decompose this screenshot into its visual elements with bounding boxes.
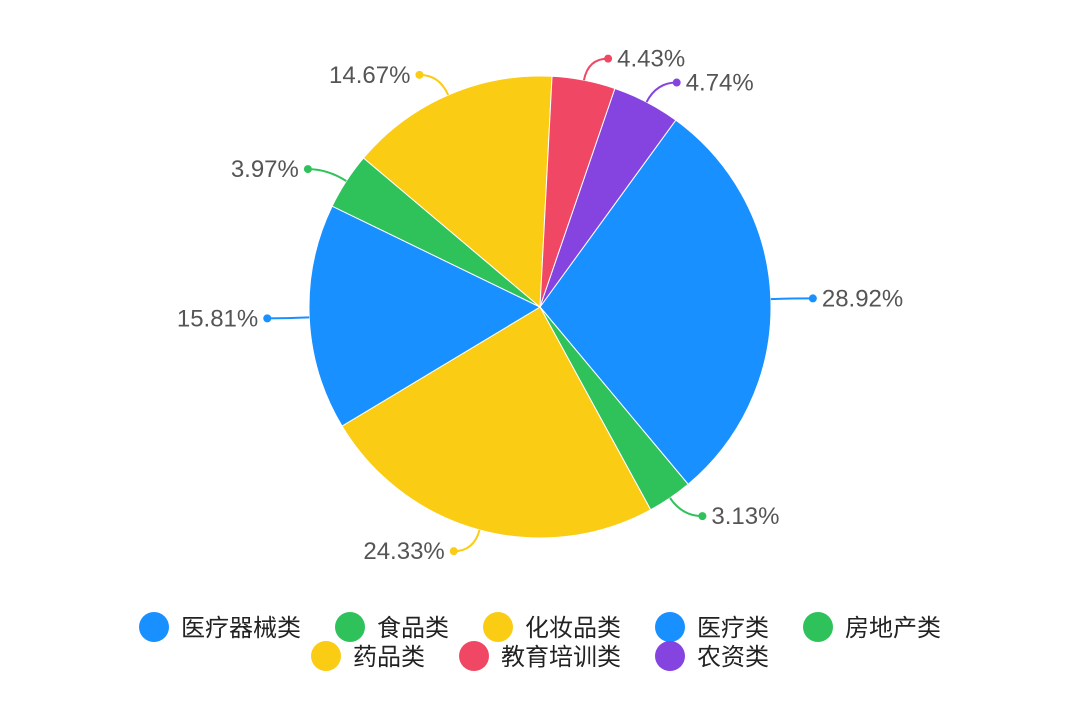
legend-label: 房地产类 bbox=[845, 614, 941, 642]
leader-dot bbox=[303, 165, 312, 174]
leader-lines bbox=[263, 54, 817, 556]
legend-marker bbox=[483, 612, 513, 642]
leader-dot bbox=[808, 294, 817, 303]
leader-line bbox=[669, 497, 703, 518]
leader-line bbox=[645, 81, 677, 103]
legend-marker bbox=[139, 612, 169, 642]
slice-percentage-label: 24.33% bbox=[363, 538, 444, 565]
slice-percentage-label: 3.97% bbox=[231, 156, 299, 183]
slice-percentage-label: 28.92% bbox=[822, 285, 903, 312]
legend-item[interactable]: 药品类 bbox=[311, 641, 425, 671]
percentage-labels: 28.92% 3.13% 24.33% 15.81% 3.97% 14.67% 4.43%4… bbox=[177, 46, 903, 566]
legend-label: 食品类 bbox=[377, 614, 449, 642]
leader-dot bbox=[263, 314, 272, 323]
leader-line bbox=[770, 297, 813, 301]
leader-dot bbox=[449, 547, 458, 556]
slice-percentage-label: 4.43% bbox=[617, 46, 685, 73]
leader-line bbox=[419, 73, 450, 96]
legend-marker bbox=[311, 641, 341, 671]
slice-percentage-label: 15.81% bbox=[177, 305, 258, 332]
leader-dot bbox=[604, 54, 613, 63]
legend-item[interactable]: 教育培训类 bbox=[459, 641, 621, 671]
legend-item[interactable]: 农资类 bbox=[655, 641, 769, 671]
leader-dot bbox=[672, 78, 681, 87]
legend-item[interactable]: 医疗器械类 bbox=[139, 612, 301, 642]
legend-label: 医疗器械类 bbox=[181, 614, 301, 642]
legend-marker bbox=[335, 612, 365, 642]
legend-label: 农资类 bbox=[697, 643, 769, 671]
legend-item[interactable]: 食品类 bbox=[335, 612, 449, 642]
legend-marker bbox=[655, 641, 685, 671]
leader-line bbox=[453, 529, 481, 553]
legend-item[interactable]: 房地产类 bbox=[803, 612, 941, 642]
leader-line bbox=[267, 316, 310, 320]
pie-slice bbox=[341, 306, 652, 539]
legend-label: 药品类 bbox=[353, 643, 425, 671]
legend-marker bbox=[459, 641, 489, 671]
pie-slice bbox=[539, 119, 772, 485]
slice-percentage-label: 4.74% bbox=[686, 70, 754, 97]
pie-slice bbox=[308, 205, 542, 427]
legend-item[interactable]: 化妆品类 bbox=[483, 612, 621, 642]
leader-dot bbox=[698, 512, 707, 521]
leader-line bbox=[582, 57, 609, 81]
pie-slices bbox=[308, 75, 772, 539]
legend-label: 化妆品类 bbox=[525, 614, 621, 642]
legend-marker bbox=[655, 612, 685, 642]
pie-slice bbox=[539, 87, 677, 308]
pie-slice bbox=[362, 75, 553, 309]
leader-line bbox=[307, 168, 347, 182]
leader-dot bbox=[415, 70, 424, 79]
slice-percentage-label: 3.13% bbox=[711, 503, 779, 530]
legend-label: 医疗类 bbox=[697, 614, 769, 642]
legend-label: 教育培训类 bbox=[501, 643, 621, 671]
legend-marker bbox=[803, 612, 833, 642]
legend-item[interactable]: 医疗类 bbox=[655, 612, 769, 642]
slice-percentage-label: 14.67% bbox=[329, 62, 410, 89]
